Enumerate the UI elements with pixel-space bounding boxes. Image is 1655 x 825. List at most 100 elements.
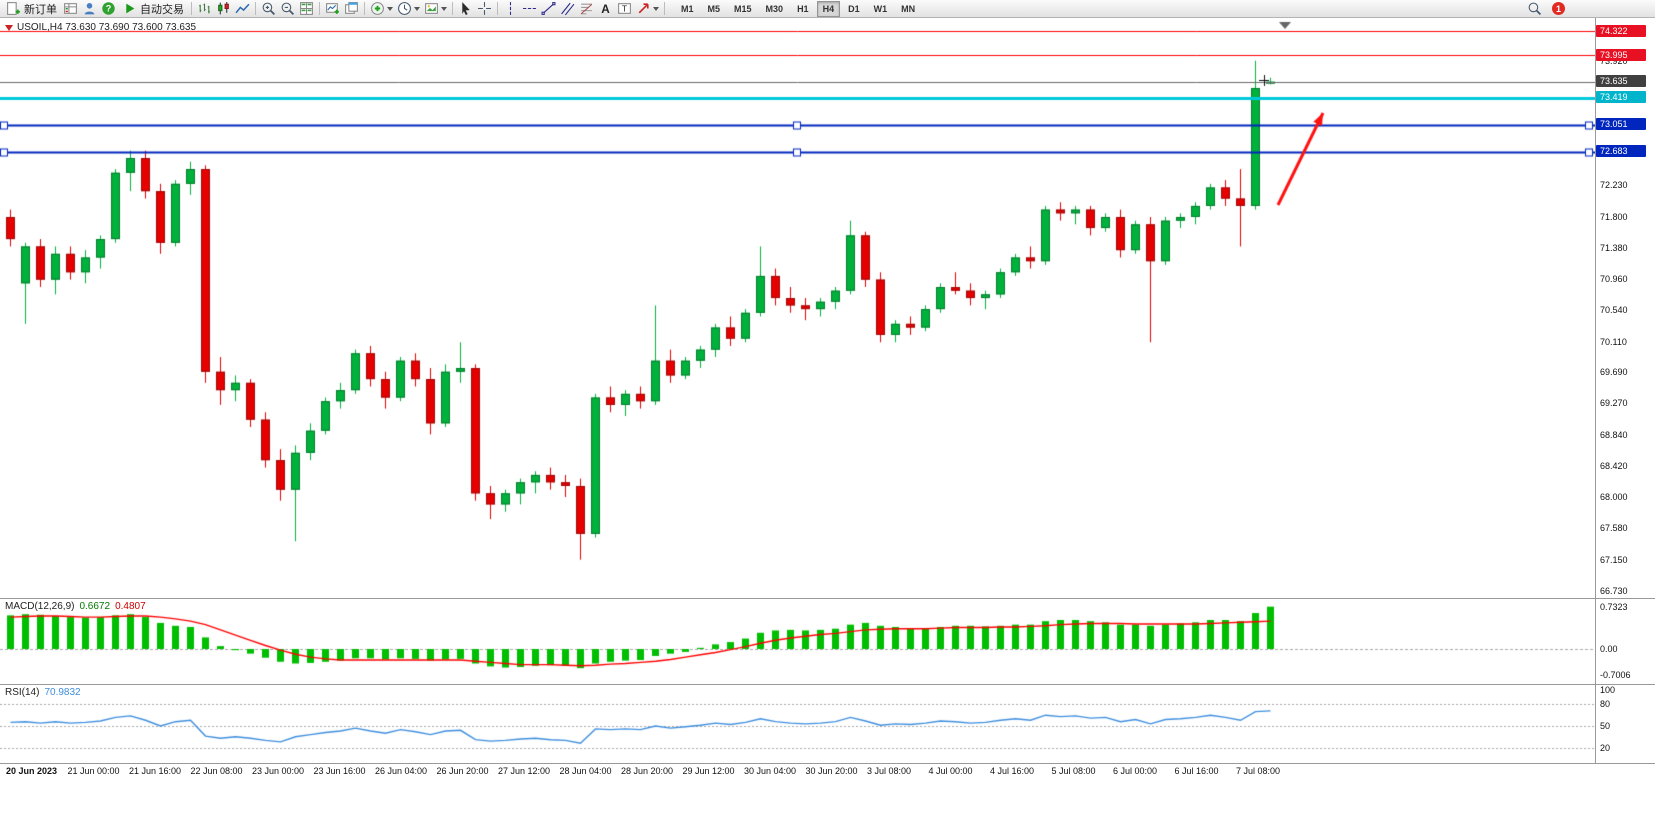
toolbar-separator: [319, 2, 320, 15]
chevron-down-icon[interactable]: [441, 6, 447, 11]
cursor-icon[interactable]: [456, 1, 475, 17]
panel-separator: [0, 763, 1655, 764]
indicators-icon[interactable]: [368, 1, 387, 17]
timeframe-mn[interactable]: MN: [895, 1, 921, 17]
time-axis-label: 23 Jun 16:00: [313, 766, 366, 776]
rsi-scale-label: 100: [1600, 685, 1616, 695]
new-order-label: 新订单: [24, 3, 57, 16]
price-axis-label: 68.420: [1600, 461, 1628, 472]
timeframe-m30[interactable]: M30: [760, 1, 790, 17]
periods-icon[interactable]: [395, 1, 414, 17]
cascade-windows-icon[interactable]: [342, 1, 361, 17]
time-axis-label: 27 Jun 12:00: [498, 766, 551, 776]
time-axis-label: 22 Jun 08:00: [190, 766, 243, 776]
arrows-icon[interactable]: [634, 1, 653, 17]
timeframe-w1[interactable]: W1: [868, 1, 894, 17]
time-axis-label: 28 Jun 04:00: [559, 766, 612, 776]
macd-header: MACD(12,26,9) 0.6672 0.4807: [5, 601, 146, 612]
chart-ohlc-header: USOIL,H4 73.630 73.690 73.600 73.635: [5, 22, 196, 33]
macd-scale-label: 0.7323: [1600, 601, 1628, 612]
rsi-scale-label: 20: [1600, 742, 1611, 753]
rsi-label: RSI(14): [5, 687, 40, 698]
text-icon[interactable]: A: [596, 1, 615, 17]
time-axis-label: 29 Jun 12:00: [682, 766, 735, 776]
fibonacci-icon[interactable]: [577, 1, 596, 17]
auto-trading-label: 自动交易: [140, 3, 184, 16]
price-axis-label: 67.580: [1600, 522, 1628, 533]
zoom-out-icon[interactable]: [278, 1, 297, 17]
notification-badge[interactable]: 1: [1552, 2, 1565, 15]
price-tag: 73.419: [1596, 91, 1646, 104]
one-click-trading-icon[interactable]: [5, 24, 13, 31]
user-accounts-icon[interactable]: [80, 1, 99, 17]
time-axis-label: 26 Jun 20:00: [436, 766, 489, 776]
candlestick-chart-icon[interactable]: [214, 1, 233, 17]
help-icon[interactable]: ?: [99, 1, 118, 17]
timeframe-d1[interactable]: D1: [842, 1, 866, 17]
auto-trading-play-icon: [126, 3, 135, 14]
price-tag: 73.051: [1596, 118, 1646, 131]
rsi-scale-label: 50: [1600, 721, 1611, 731]
panel-separator[interactable]: [0, 684, 1655, 685]
chevron-down-icon[interactable]: [387, 6, 393, 11]
trendline-icon[interactable]: [539, 1, 558, 17]
vertical-line-icon[interactable]: [501, 1, 520, 17]
market-watch-icon[interactable]: [61, 1, 80, 17]
toolbar-separator: [255, 2, 256, 15]
rsi-value: 70.9832: [44, 687, 81, 698]
time-axis-label: 6 Jul 00:00: [1113, 766, 1158, 776]
time-axis-label: 21 Jun 00:00: [67, 766, 120, 776]
price-axis-label: 68.000: [1600, 492, 1628, 503]
templates-icon[interactable]: [422, 1, 441, 17]
time-axis-label: 30 Jun 20:00: [805, 766, 858, 776]
search-icon[interactable]: [1525, 1, 1544, 17]
toolbar-separator: [191, 2, 192, 15]
chevron-down-icon[interactable]: [653, 6, 659, 11]
tile-windows-icon[interactable]: [297, 1, 316, 17]
price-axis-label: 69.270: [1600, 398, 1628, 409]
label-icon[interactable]: T: [615, 1, 634, 17]
timeframe-h1[interactable]: H1: [791, 1, 815, 17]
bar-chart-icon[interactable]: [195, 1, 214, 17]
time-axis-label: 21 Jun 16:00: [129, 766, 182, 776]
price-tag: 73.635: [1596, 75, 1646, 88]
macd-label: MACD(12,26,9): [5, 601, 75, 612]
channel-icon[interactable]: [558, 1, 577, 17]
price-axis-label: 70.110: [1600, 336, 1627, 347]
price-axis-label: 71.800: [1600, 211, 1628, 222]
time-axis-label: 23 Jun 00:00: [252, 766, 305, 776]
price-axis-label: 70.960: [1600, 273, 1628, 284]
price-tag: 72.683: [1596, 145, 1646, 158]
new-order-button[interactable]: 新订单: [2, 1, 61, 17]
horizontal-line-icon[interactable]: [520, 1, 539, 17]
new-chart-icon[interactable]: [323, 1, 342, 17]
zoom-in-icon[interactable]: [259, 1, 278, 17]
candlestick-chart[interactable]: [0, 18, 1595, 598]
price-axis-separator: [1595, 18, 1596, 763]
timeframe-m15[interactable]: M15: [728, 1, 758, 17]
line-chart-icon[interactable]: [233, 1, 252, 17]
macd-scale-label: 0.00: [1600, 644, 1618, 654]
timeframe-m5[interactable]: M5: [702, 1, 727, 17]
time-axis-label: 26 Jun 04:00: [375, 766, 428, 776]
auto-trading-button[interactable]: 自动交易: [118, 1, 188, 17]
price-axis-label: 70.540: [1600, 304, 1628, 315]
price-axis-label: 73.920: [1600, 55, 1628, 66]
rsi-panel[interactable]: [0, 685, 1595, 763]
symbol-ohlc-text: USOIL,H4 73.630 73.690 73.600 73.635: [17, 22, 197, 33]
price-tag: 74.322: [1596, 24, 1646, 37]
toolbar-separator: [452, 2, 453, 15]
timeframe-h4[interactable]: H4: [816, 0, 841, 17]
panel-separator[interactable]: [0, 598, 1655, 599]
time-axis-label: 7 Jul 08:00: [1236, 766, 1281, 776]
crosshair-icon[interactable]: [475, 1, 494, 17]
chevron-down-icon[interactable]: [414, 6, 420, 11]
price-axis-label: 71.380: [1600, 242, 1628, 253]
svg-text:?: ?: [106, 4, 112, 14]
macd-panel[interactable]: [0, 599, 1595, 684]
toolbar-separator: [497, 2, 498, 15]
price-axis-label: 67.150: [1600, 554, 1628, 565]
timeframe-m1[interactable]: M1: [675, 1, 700, 17]
svg-text:T: T: [622, 4, 628, 14]
time-axis-label: 4 Jul 16:00: [990, 766, 1035, 776]
